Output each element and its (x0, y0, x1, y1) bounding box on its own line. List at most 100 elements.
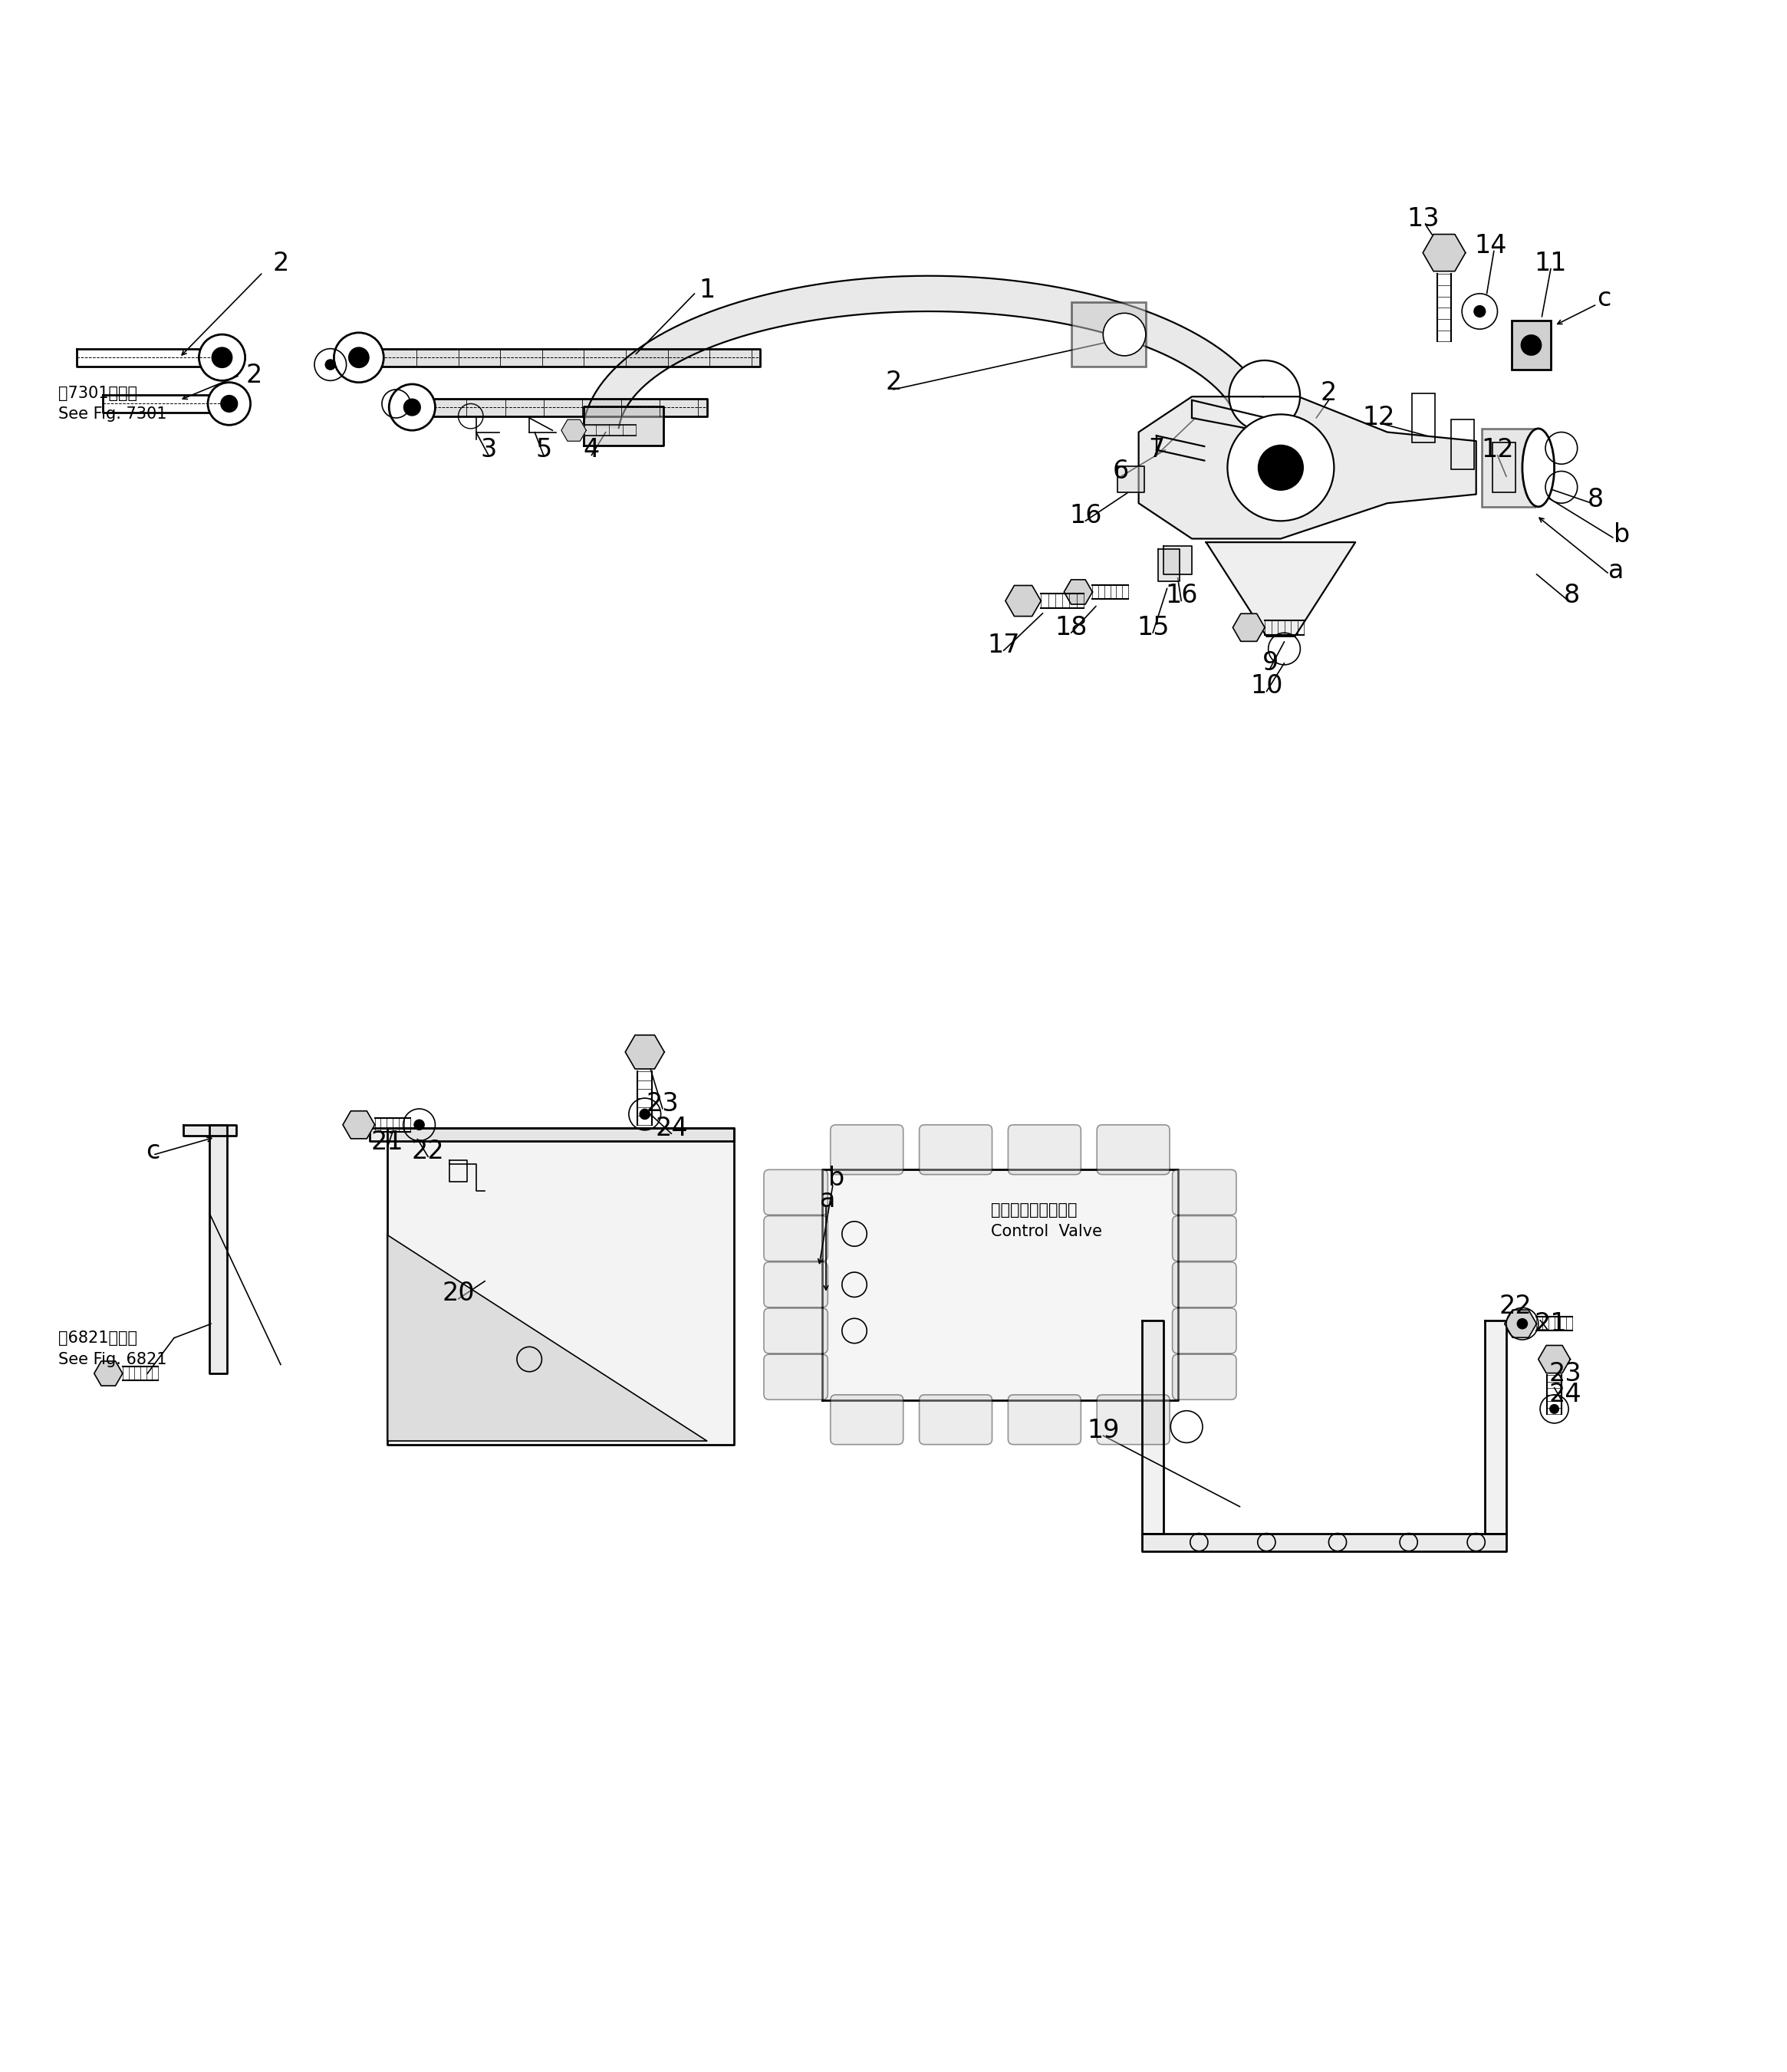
Circle shape (1103, 313, 1145, 356)
Polygon shape (361, 348, 759, 367)
Circle shape (1474, 305, 1487, 317)
Text: 12: 12 (1481, 437, 1514, 462)
FancyBboxPatch shape (1172, 1262, 1237, 1307)
Text: 18: 18 (1054, 615, 1086, 640)
Text: 2: 2 (272, 251, 289, 276)
FancyBboxPatch shape (1172, 1355, 1237, 1401)
Ellipse shape (1523, 429, 1555, 508)
Polygon shape (583, 276, 1265, 429)
Bar (1412, 394, 1435, 443)
Text: 23: 23 (1549, 1361, 1581, 1386)
Text: c: c (1598, 286, 1612, 311)
Polygon shape (343, 1111, 375, 1140)
Circle shape (220, 396, 238, 412)
Text: 19: 19 (1086, 1417, 1119, 1442)
FancyBboxPatch shape (1172, 1307, 1237, 1353)
FancyBboxPatch shape (1172, 1216, 1237, 1262)
Circle shape (211, 346, 232, 369)
Polygon shape (583, 406, 663, 445)
Text: 5: 5 (536, 437, 552, 462)
Bar (1492, 443, 1515, 493)
Text: 16: 16 (1165, 582, 1197, 609)
Text: 12: 12 (1362, 406, 1396, 431)
FancyBboxPatch shape (1008, 1125, 1081, 1175)
Text: 15: 15 (1137, 615, 1169, 640)
Polygon shape (561, 421, 586, 441)
Text: 2: 2 (885, 369, 902, 396)
Text: 4: 4 (583, 437, 600, 462)
Text: 22: 22 (1499, 1293, 1531, 1318)
FancyBboxPatch shape (1097, 1125, 1170, 1175)
Polygon shape (1485, 1320, 1506, 1533)
FancyBboxPatch shape (1172, 1171, 1237, 1214)
Bar (1070, 303, 1145, 367)
FancyBboxPatch shape (919, 1394, 992, 1444)
Polygon shape (370, 1129, 734, 1142)
Text: 8: 8 (1587, 487, 1603, 512)
Polygon shape (104, 396, 222, 412)
Polygon shape (822, 1169, 1178, 1401)
Text: 9: 9 (1262, 651, 1278, 675)
Text: 2: 2 (1321, 381, 1337, 406)
Text: コントロールバルブ: コントロールバルブ (992, 1202, 1078, 1218)
Polygon shape (415, 398, 708, 416)
Text: 23: 23 (647, 1090, 679, 1117)
FancyBboxPatch shape (763, 1216, 827, 1262)
Polygon shape (209, 1125, 227, 1374)
Polygon shape (1158, 549, 1179, 582)
Text: 21: 21 (372, 1129, 404, 1156)
Text: 6: 6 (1113, 458, 1129, 485)
Polygon shape (1138, 396, 1476, 539)
Circle shape (1549, 1405, 1560, 1413)
Polygon shape (625, 1036, 665, 1069)
Text: 17: 17 (988, 632, 1020, 659)
FancyBboxPatch shape (763, 1307, 827, 1353)
Circle shape (1521, 334, 1542, 356)
Circle shape (325, 358, 336, 371)
Text: 7: 7 (1149, 437, 1165, 462)
Text: 3: 3 (481, 437, 497, 462)
Text: 第6821図参照: 第6821図参照 (59, 1330, 138, 1345)
Text: a: a (820, 1187, 836, 1212)
Text: 第7301図参照: 第7301図参照 (59, 385, 138, 400)
FancyBboxPatch shape (831, 1394, 902, 1444)
Text: a: a (1608, 557, 1624, 584)
Polygon shape (388, 1235, 708, 1440)
Text: 2: 2 (247, 363, 263, 387)
Circle shape (334, 334, 384, 383)
Text: 24: 24 (1549, 1382, 1581, 1407)
Polygon shape (1163, 545, 1192, 574)
Polygon shape (1539, 1345, 1571, 1374)
Polygon shape (388, 1129, 734, 1444)
Bar (1512, 321, 1551, 371)
Text: 24: 24 (656, 1115, 688, 1142)
Text: 1: 1 (699, 278, 715, 303)
Text: 21: 21 (1535, 1312, 1567, 1336)
Circle shape (1228, 414, 1335, 520)
Polygon shape (1233, 613, 1265, 642)
Circle shape (1258, 445, 1305, 491)
Text: 22: 22 (411, 1140, 445, 1164)
FancyBboxPatch shape (831, 1125, 902, 1175)
Polygon shape (1142, 1533, 1506, 1552)
Text: 8: 8 (1564, 582, 1580, 609)
Text: 14: 14 (1474, 232, 1506, 259)
FancyBboxPatch shape (919, 1125, 992, 1175)
Text: 16: 16 (1069, 503, 1101, 528)
Text: c: c (147, 1140, 159, 1164)
Text: b: b (829, 1164, 845, 1191)
Circle shape (404, 398, 422, 416)
Circle shape (348, 346, 370, 369)
Circle shape (1517, 1318, 1528, 1330)
FancyBboxPatch shape (763, 1171, 827, 1214)
Circle shape (198, 334, 245, 381)
Polygon shape (1117, 466, 1144, 493)
Text: See Fig. 7301: See Fig. 7301 (59, 406, 168, 423)
FancyBboxPatch shape (1008, 1394, 1081, 1444)
Polygon shape (1142, 1320, 1163, 1533)
Circle shape (640, 1109, 650, 1119)
Text: See Fig. 6821: See Fig. 6821 (59, 1351, 168, 1368)
Polygon shape (95, 1361, 123, 1386)
Text: b: b (1614, 522, 1630, 547)
Bar (1451, 421, 1474, 470)
